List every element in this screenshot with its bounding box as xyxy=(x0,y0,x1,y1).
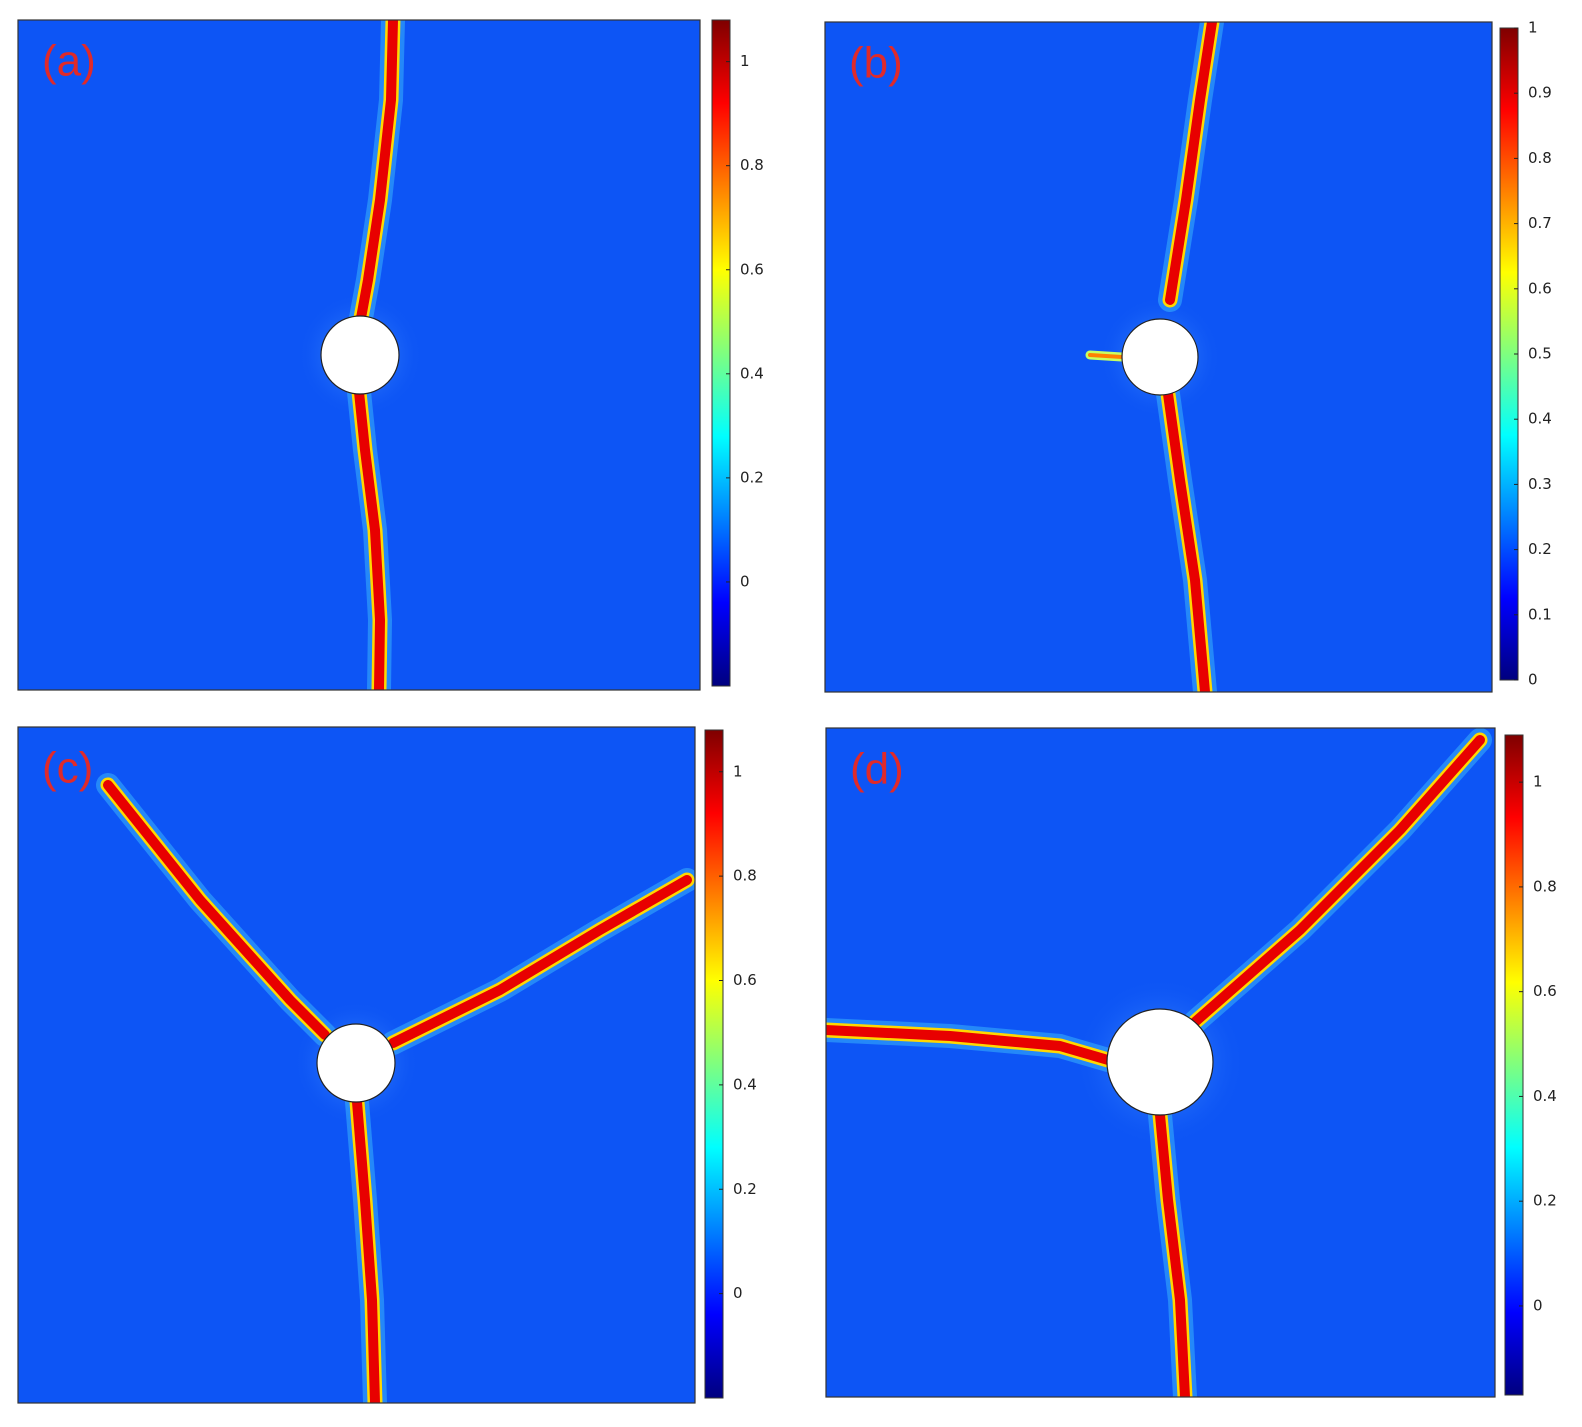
colorbar xyxy=(1504,734,1524,1396)
colorbar xyxy=(704,729,724,1399)
colorbar-tick-label: 0 xyxy=(740,572,750,590)
crack xyxy=(388,875,692,1048)
colorbar-tick-label: 0.2 xyxy=(1533,1192,1557,1210)
hole xyxy=(316,1023,396,1103)
colorbar-tick-label: 0 xyxy=(1533,1296,1543,1314)
hole xyxy=(320,315,400,395)
colorbar-tick-label: 0.8 xyxy=(1528,149,1552,167)
panel-label: (d) xyxy=(850,745,904,794)
colorbar-tick-label: 1 xyxy=(1533,773,1543,791)
field-border xyxy=(17,19,701,691)
field-border xyxy=(825,727,1496,1398)
crack xyxy=(1165,22,1217,305)
panel: (d) 0 0.2 0.4 0.6 0.8 1 xyxy=(825,727,1557,1398)
colorbar-tick-label: 0.6 xyxy=(733,971,757,989)
colorbar-tick-label: 0.6 xyxy=(740,260,764,278)
panel-label: (c) xyxy=(42,744,93,793)
colorbar-tick-label: 0.6 xyxy=(1528,279,1552,297)
colorbar-tick-label: 0.2 xyxy=(1528,540,1552,558)
crack xyxy=(826,1025,1113,1065)
hole xyxy=(1121,318,1199,396)
colorbar-tick-label: 0.8 xyxy=(740,156,764,174)
colorbar-tick-label: 0.4 xyxy=(1528,410,1552,428)
colorbar-tick-label: 0.2 xyxy=(740,468,764,486)
colorbar-tick-label: 1 xyxy=(1528,19,1538,37)
colorbar-tick-label: 0.4 xyxy=(740,364,764,382)
crack xyxy=(356,20,398,323)
field-border xyxy=(17,726,696,1404)
colorbar-tick-label: 0.6 xyxy=(1533,982,1557,1000)
colorbar-tick-label: 0 xyxy=(733,1284,743,1302)
colorbar-tick-label: 0.9 xyxy=(1528,84,1552,102)
colorbar-tick-label: 0.8 xyxy=(1533,877,1557,895)
crack xyxy=(354,387,385,690)
field-border xyxy=(824,21,1493,693)
panel-label: (a) xyxy=(42,37,96,86)
crack xyxy=(1155,1110,1190,1397)
crack xyxy=(1190,735,1485,1027)
colorbar-tick-label: 0.7 xyxy=(1528,214,1552,232)
colorbar-tick-label: 0.1 xyxy=(1528,605,1552,623)
panel-label: (b) xyxy=(849,39,903,88)
hole xyxy=(1106,1008,1214,1116)
cracks xyxy=(96,773,695,1403)
colorbar-tick-label: 0 xyxy=(1528,671,1538,689)
panel: (c) 0 0.2 0.4 0.6 0.8 1 xyxy=(17,726,757,1404)
colorbar-tick-label: 0.3 xyxy=(1528,475,1552,493)
colorbar-tick-label: 0.4 xyxy=(1533,1087,1557,1105)
colorbar-tick-label: 0.2 xyxy=(733,1180,757,1198)
crack xyxy=(1163,389,1210,692)
colorbar-tick-label: 1 xyxy=(733,762,743,780)
panel: (a) 0 0.2 0.4 0.6 0.8 1 xyxy=(17,19,764,691)
crack xyxy=(103,780,330,1040)
colorbar-tick-label: 0.4 xyxy=(733,1075,757,1093)
colorbar xyxy=(711,19,731,687)
crack xyxy=(352,1097,380,1403)
colorbar-tick-label: 1 xyxy=(740,52,750,70)
panel: (b) 0 0.1 0.2 0.3 0.4 0.5 0.6 0.7 0.8 0.9 1 xyxy=(824,19,1552,693)
colorbar-tick-label: 0.5 xyxy=(1528,345,1552,363)
crack xyxy=(1088,353,1124,359)
colorbar-tick-label: 0.8 xyxy=(733,867,757,885)
